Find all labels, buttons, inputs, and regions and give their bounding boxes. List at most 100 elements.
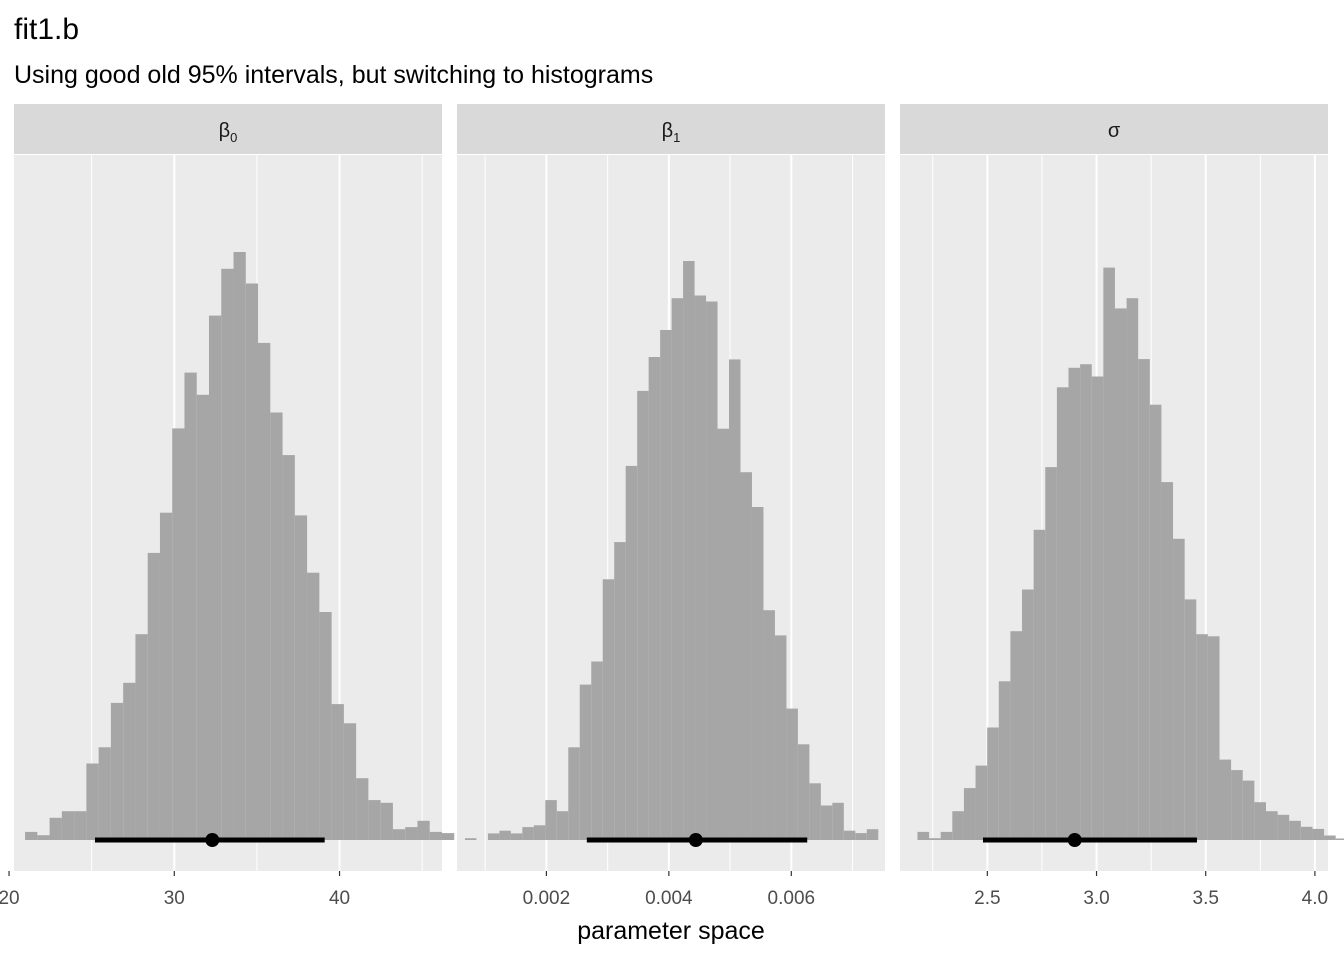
histogram-bar (86, 763, 99, 840)
histogram-bar (49, 817, 62, 840)
histogram-bar (464, 838, 477, 840)
histogram-bar (159, 512, 173, 840)
histogram-bar (510, 833, 523, 840)
histogram-bar (1219, 759, 1232, 840)
histogram-bar (61, 811, 75, 840)
x-tick-label: 0.006 (768, 888, 816, 909)
histogram-bar (270, 412, 283, 840)
histogram-bar (987, 727, 999, 840)
histogram-bar (568, 747, 580, 840)
histogram-bar (1289, 820, 1301, 840)
histogram-bar (975, 765, 988, 840)
histogram-bar (245, 283, 259, 840)
histogram-bar (429, 831, 442, 840)
histogram-bar (319, 612, 332, 840)
histogram-bar (591, 661, 603, 840)
x-tick-label: 0.002 (523, 888, 571, 909)
x-tick-label: 3.5 (1193, 888, 1219, 909)
histogram-bar (1277, 814, 1290, 840)
histogram-bar (929, 838, 941, 840)
histogram-bar (774, 635, 787, 840)
histogram-bar (717, 428, 730, 840)
histogram-bar (706, 301, 718, 840)
histogram-bar (233, 252, 246, 840)
x-tick-label: 30 (164, 888, 185, 909)
histogram-bar (1149, 404, 1162, 840)
histogram-bar (123, 682, 136, 840)
histogram-bar (1184, 599, 1197, 840)
histogram-bar (282, 455, 295, 840)
histogram-bar (1080, 364, 1092, 840)
facet-strip (14, 104, 442, 154)
facet-strip-label: β1 (662, 120, 681, 145)
chart-title: fit1.b (14, 13, 80, 46)
facet-panel: σ 2.5 3.0 3.5 4.0 (900, 104, 1344, 909)
histogram-bar (648, 357, 661, 840)
strip-symbol: β (662, 120, 674, 142)
histogram-bar (1207, 636, 1220, 840)
histogram-bar (37, 835, 50, 840)
strip-symbol: σ (1108, 120, 1121, 142)
histogram-bar (614, 542, 626, 840)
histogram-bar (1265, 811, 1278, 840)
histogram-bar (1312, 828, 1325, 840)
histogram-bar (1196, 634, 1208, 840)
histogram-bar (952, 811, 964, 840)
histogram-bar (1231, 770, 1243, 840)
histogram-bar (1242, 780, 1255, 840)
histogram-bar (625, 465, 638, 840)
histogram-bar (98, 747, 111, 840)
histogram-bar (820, 805, 833, 840)
strip-subscript: 1 (673, 130, 680, 145)
histogram-bar (1138, 359, 1150, 840)
histogram-bar (751, 507, 764, 840)
chart-subtitle: Using good old 95% intervals, but switch… (14, 61, 654, 89)
histogram-bar (499, 830, 511, 840)
histogram-bar (1045, 467, 1057, 840)
x-tick-label: 40 (329, 888, 350, 909)
x-tick-label: 2.5 (974, 888, 1000, 909)
x-axis-title: parameter space (577, 917, 765, 945)
facet-strip-label: σ (1108, 120, 1121, 142)
histogram-bar (917, 831, 930, 840)
histogram-bar (797, 744, 810, 840)
histogram-bar (1254, 802, 1266, 840)
histogram-bar (998, 681, 1011, 840)
histogram-bar (671, 298, 684, 840)
histogram-bar (855, 833, 867, 840)
histogram-bar (184, 372, 197, 840)
histogram-bar (441, 833, 455, 840)
histogram-bar (380, 802, 393, 840)
histogram-bar (963, 788, 976, 840)
histogram-bar (368, 800, 381, 840)
point-estimate (1067, 833, 1082, 847)
strip-symbol: β (219, 120, 231, 142)
histogram-bar (843, 830, 856, 840)
histogram-bar (1091, 376, 1104, 840)
histogram-bar (660, 330, 672, 840)
histogram-bar (356, 778, 369, 840)
histogram-bar (172, 428, 185, 840)
facet-strip (900, 104, 1328, 154)
point-estimate (205, 833, 220, 847)
histogram-bar (487, 833, 500, 840)
histogram-bar (729, 359, 741, 840)
histogram-bar (545, 800, 557, 840)
facet-panel: β1 0.002 0.004 0.006 (457, 104, 885, 909)
histogram-bar (809, 783, 821, 840)
histogram-bar (1335, 838, 1344, 840)
histogram-bar (1033, 529, 1046, 840)
histogram-bar (683, 261, 695, 840)
histogram-bar (258, 342, 271, 840)
histogram-bar (1068, 367, 1081, 840)
histogram-bar (405, 827, 418, 840)
histogram-bar (135, 634, 148, 840)
histogram-bar (208, 315, 222, 841)
histogram-bar (307, 572, 320, 840)
histogram-bar (1300, 826, 1313, 840)
histogram-bar (522, 827, 534, 840)
histogram-bar (74, 811, 87, 840)
histogram-bar (221, 268, 234, 840)
histogram-bar (637, 390, 649, 840)
